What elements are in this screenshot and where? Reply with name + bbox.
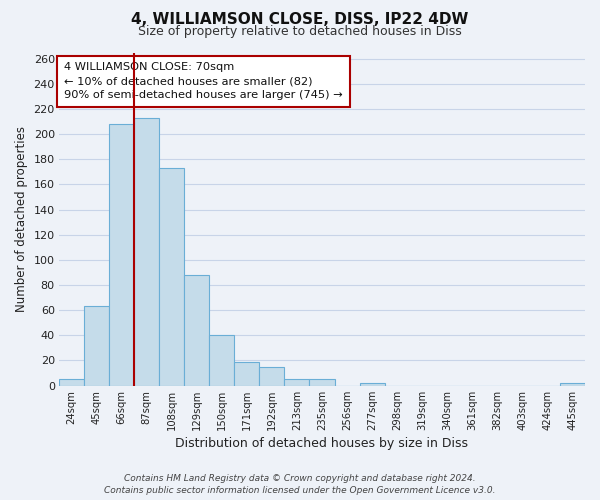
Y-axis label: Number of detached properties: Number of detached properties — [15, 126, 28, 312]
Bar — [84, 306, 109, 386]
Bar — [209, 335, 235, 386]
Bar — [560, 383, 585, 386]
X-axis label: Distribution of detached houses by size in Diss: Distribution of detached houses by size … — [175, 437, 469, 450]
Bar — [59, 379, 84, 386]
Bar — [184, 275, 209, 386]
Bar — [284, 379, 310, 386]
Text: Contains HM Land Registry data © Crown copyright and database right 2024.
Contai: Contains HM Land Registry data © Crown c… — [104, 474, 496, 495]
Bar — [159, 168, 184, 386]
Bar — [134, 118, 159, 386]
Bar — [109, 124, 134, 386]
Bar — [235, 362, 259, 386]
Bar — [259, 366, 284, 386]
Text: 4, WILLIAMSON CLOSE, DISS, IP22 4DW: 4, WILLIAMSON CLOSE, DISS, IP22 4DW — [131, 12, 469, 28]
Text: 4 WILLIAMSON CLOSE: 70sqm
← 10% of detached houses are smaller (82)
90% of semi-: 4 WILLIAMSON CLOSE: 70sqm ← 10% of detac… — [64, 62, 343, 100]
Text: Size of property relative to detached houses in Diss: Size of property relative to detached ho… — [138, 25, 462, 38]
Bar — [310, 379, 335, 386]
Bar — [359, 383, 385, 386]
